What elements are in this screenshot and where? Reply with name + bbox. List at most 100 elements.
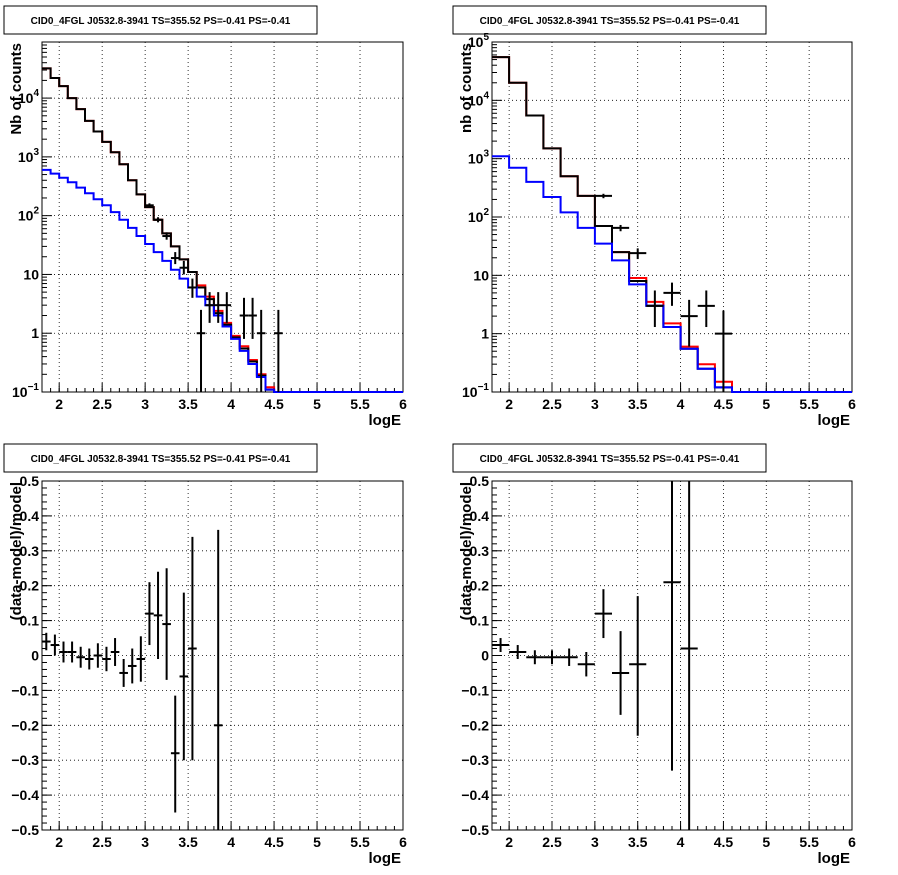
y-tick-label: 102 [18, 206, 40, 224]
data-point [663, 481, 681, 771]
y-tick-base: 1 [481, 326, 489, 342]
data-point [76, 646, 85, 668]
histogram-series-2 [492, 56, 852, 393]
x-tick-label: 2.5 [542, 396, 562, 412]
x-tick-label: 3 [141, 396, 149, 412]
x-tick-label: 2.5 [92, 396, 112, 412]
x-tick-label: 6 [399, 834, 407, 850]
y-tick-base: 10 [468, 34, 484, 50]
x-tick-label: 5.5 [799, 834, 819, 850]
x-tick-label: 3.5 [178, 834, 198, 850]
y-tick-base: 0.1 [470, 613, 490, 629]
x-tick-label: 3 [591, 396, 599, 412]
x-axis-label: logE [369, 850, 402, 867]
y-tick-base: 0 [481, 648, 489, 664]
y-tick-label: −0.2 [11, 717, 39, 733]
data-point [714, 310, 732, 392]
data-point [629, 596, 647, 736]
y-tick-label: 0.4 [20, 508, 40, 524]
y-tick-base: 0.3 [470, 543, 490, 559]
y-tick-label: 10−1 [12, 382, 39, 400]
y-axis-label: (data-model)/model [458, 482, 475, 620]
y-tick-base: 0.1 [20, 613, 40, 629]
data-point [526, 650, 544, 665]
data-point [196, 309, 206, 392]
y-tick-label: −0.3 [11, 752, 39, 768]
data-point [59, 641, 68, 663]
data-point [84, 648, 94, 670]
y-tick-exponent: 2 [483, 207, 489, 218]
x-tick-label: 3.5 [628, 396, 648, 412]
data-point [188, 278, 197, 298]
y-tick-exponent: 4 [483, 90, 489, 101]
y-tick-label: 1 [481, 326, 489, 342]
x-tick-label: 2 [55, 834, 63, 850]
data-point [153, 571, 163, 659]
data-point [205, 292, 214, 323]
y-tick-base: 10 [18, 208, 34, 224]
y-axis-label: (data-model)/model [8, 482, 25, 620]
data-point [179, 592, 189, 761]
data-point [274, 309, 283, 392]
y-tick-base: −0.5 [461, 822, 489, 838]
x-tick-label: 3.5 [178, 396, 198, 412]
chart-title: CID0_4FGL J0532.8-3941 TS=355.52 PS=-0.4… [31, 16, 291, 27]
x-tick-label: 4 [677, 834, 685, 850]
x-axis-label: logE [818, 850, 851, 867]
y-tick-label: 10−1 [462, 382, 489, 400]
y-tick-label: −0.4 [461, 787, 489, 803]
y-tick-base: −0.3 [11, 752, 39, 768]
y-tick-base: 0.5 [470, 473, 490, 489]
data-point [680, 299, 698, 347]
y-tick-label: 0 [481, 648, 489, 664]
data-point [646, 290, 664, 328]
data-point [577, 652, 595, 677]
x-tick-label: 2 [505, 396, 513, 412]
chart-title-box [3, 443, 318, 473]
x-tick-label: 4.5 [714, 396, 734, 412]
chart-title: CID0_4FGL J0532.8-3941 TS=355.52 PS=-0.4… [31, 454, 291, 465]
x-tick-label: 4.5 [264, 396, 284, 412]
x-tick-label: 4 [227, 396, 235, 412]
data-point [42, 632, 51, 651]
y-tick-base: −0.1 [11, 682, 39, 698]
y-tick-base: 10 [18, 90, 34, 106]
data-point [509, 645, 527, 659]
data-point [145, 582, 154, 646]
chart-title: CID0_4FGL J0532.8-3941 TS=355.52 PS=-0.4… [480, 454, 740, 465]
chart-panel-2: CID0_4FGL J0532.8-3941 TS=355.52 PS=-0.4… [452, 5, 856, 429]
x-tick-label: 6 [848, 834, 856, 850]
y-tick-label: −0.1 [11, 682, 39, 698]
y-tick-exponent: −1 [28, 382, 40, 393]
y-tick-exponent: 5 [483, 32, 489, 43]
y-tick-base: −0.3 [461, 752, 489, 768]
y-tick-base: 0.4 [20, 508, 40, 524]
data-point [145, 203, 154, 208]
chart-title-box [3, 5, 318, 35]
data-point [110, 638, 120, 666]
y-tick-base: −0.5 [11, 822, 39, 838]
data-point [612, 631, 630, 715]
y-tick-base: 10 [18, 149, 34, 165]
y-tick-label: −0.1 [461, 682, 489, 698]
x-tick-label: 5 [313, 396, 321, 412]
data-point [612, 224, 630, 232]
y-tick-label: 0.3 [470, 543, 490, 559]
x-tick-label: 4 [677, 396, 685, 412]
y-tick-label: 0 [31, 648, 39, 664]
y-tick-exponent: 3 [33, 147, 39, 158]
data-point [188, 536, 197, 761]
y-tick-base: 0.3 [20, 543, 40, 559]
histogram-series-1 [42, 67, 403, 393]
y-tick-label: 10 [23, 266, 39, 282]
data-point [213, 292, 223, 323]
y-tick-label: 104 [468, 90, 490, 108]
y-tick-label: 103 [18, 147, 40, 165]
x-tick-label: 4.5 [714, 834, 734, 850]
data-point [162, 568, 171, 680]
x-tick-label: 2 [55, 396, 63, 412]
y-tick-base: 0 [31, 648, 39, 664]
y-axis-label: Nb of counts [8, 43, 25, 135]
x-tick-label: 6 [399, 396, 407, 412]
plot-frame [41, 41, 404, 393]
